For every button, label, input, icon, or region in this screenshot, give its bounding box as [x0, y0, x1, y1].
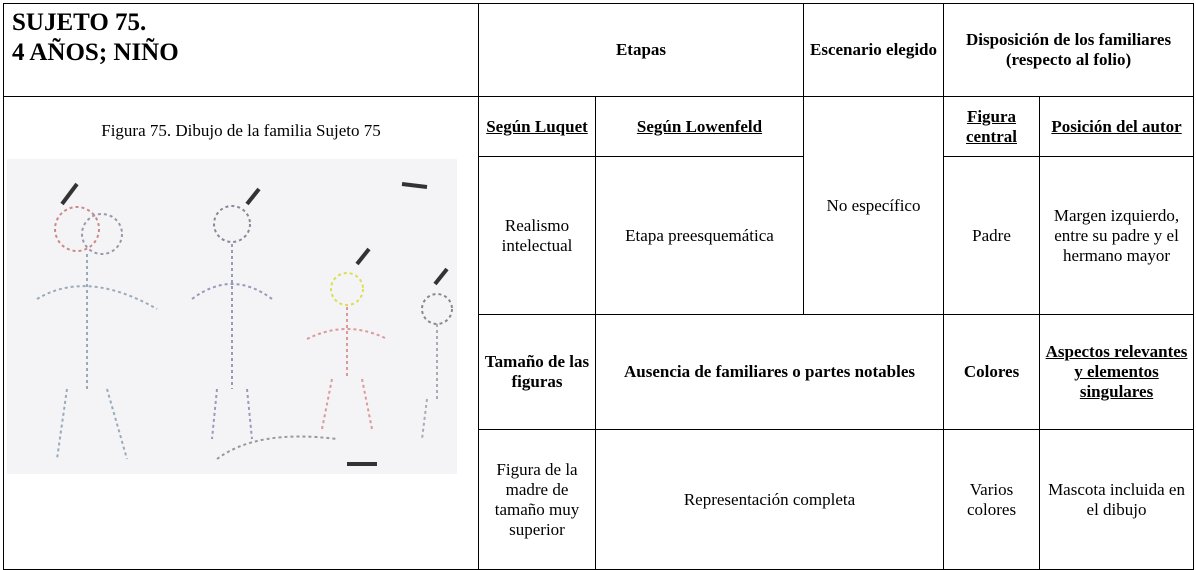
cell: Mascota incluida en el dibujo [1039, 429, 1195, 570]
subheader: Colores [943, 314, 1041, 430]
cell: Figura de la madre de tamaño muy superio… [478, 429, 596, 570]
cell: Varios colores [943, 429, 1041, 570]
header-cell: Etapas [477, 3, 805, 97]
subheader: Según Lowenfeld [594, 96, 805, 157]
subheader: Aspectos relevantes y elementos singular… [1039, 314, 1195, 430]
title-cell: SUJETO 75. 4 AÑOS; NIÑO [3, 3, 479, 97]
cell: Padre [943, 156, 1041, 315]
hair-strokes [60, 182, 449, 466]
subheader: Figura central [943, 96, 1041, 157]
subheader: Posición del autor [1039, 96, 1195, 157]
cell: Margen izquierdo, entre su padre y el he… [1039, 156, 1195, 315]
figure-caption: Figura 75. Dibujo de la familia Sujeto 7… [101, 121, 381, 140]
cell: Etapa preesquemática [594, 156, 805, 315]
subheader: Ausencia de familiares o partes notables [594, 314, 945, 430]
cell: Representación completa [594, 429, 945, 570]
family-drawing [7, 159, 457, 474]
page: SUJETO 75. 4 AÑOS; NIÑO Etapas Escenario … [0, 3, 1196, 570]
title-line: SUJETO 75. [12, 9, 147, 36]
subheader: Según Luquet [478, 96, 596, 157]
header-cell: Escenario elegido [803, 3, 945, 97]
figure-cell: Figura 75. Dibujo de la familia Sujeto 7… [3, 96, 479, 570]
cell: No específico [803, 96, 945, 315]
figures [36, 205, 453, 460]
title-line: 4 AÑOS; NIÑO [12, 39, 179, 66]
subheader: Tamaño de las figuras [478, 314, 596, 430]
cell: Realismo intelectual [478, 156, 596, 315]
subject-table: SUJETO 75. 4 AÑOS; NIÑO Etapas Escenario … [3, 3, 1195, 570]
header-cell: Disposición de los familiares (respecto … [943, 3, 1195, 97]
